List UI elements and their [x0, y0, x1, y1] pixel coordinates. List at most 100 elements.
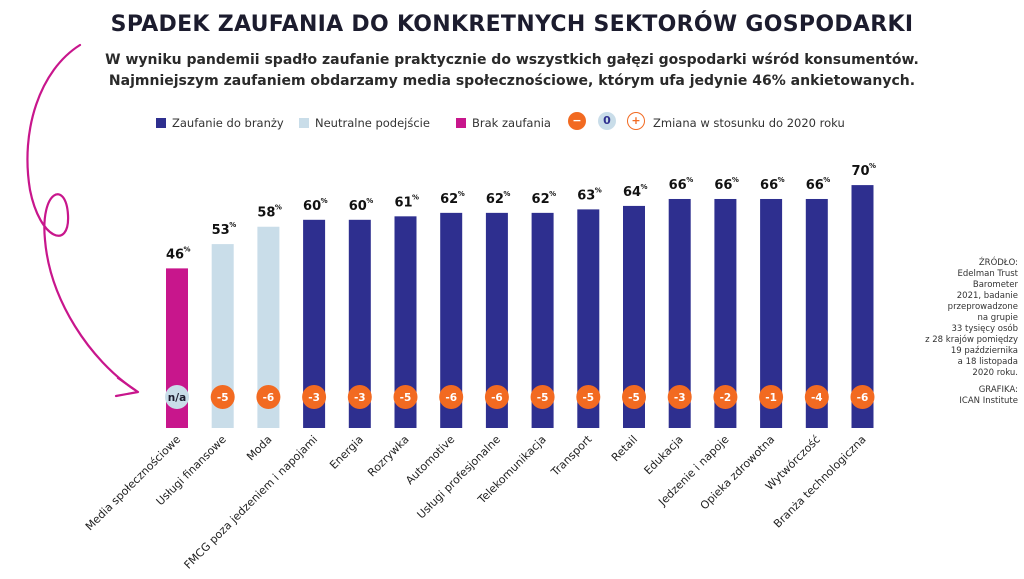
- value-label: 53: [212, 223, 230, 238]
- change-badge: [393, 385, 418, 409]
- bar-16: [851, 185, 874, 428]
- bar-3: [257, 226, 280, 428]
- value-unit-label: %: [778, 176, 785, 184]
- bar-15: [805, 198, 828, 428]
- bar-10: [577, 209, 600, 428]
- change-label: -5: [400, 392, 412, 404]
- source-line: Barometer: [972, 280, 1018, 290]
- source-line: 2020 roku.: [972, 368, 1018, 378]
- change-badge: [165, 385, 189, 409]
- change-label: -3: [674, 392, 686, 404]
- change-label: -6: [263, 392, 275, 404]
- bar-14: [760, 198, 783, 428]
- change-label: -1: [765, 392, 777, 404]
- category-label: Edukacja: [642, 433, 686, 477]
- page-title: SPADEK ZAUFANIA DO KONKRETNYCH SEKTORÓW …: [110, 12, 914, 37]
- change-label: -4: [811, 392, 823, 404]
- change-label: -3: [308, 392, 320, 404]
- source-line: przeprowadzone: [947, 302, 1018, 312]
- value-label: 58: [257, 206, 275, 221]
- value-label: 60: [349, 199, 367, 214]
- legend-label-neutral: Neutralne podejście: [315, 116, 430, 130]
- source-line: z 28 krajów pomiędzy: [925, 335, 1018, 345]
- bar-5: [348, 219, 371, 428]
- change-badge: [484, 385, 509, 409]
- page-subtitle: W wyniku pandemii spadło zaufanie prakty…: [0, 50, 1024, 92]
- category-label: Retail: [609, 433, 640, 464]
- legend-label-change: Zmiana w stosunku do 2020 roku: [653, 116, 845, 130]
- category-label: Energia: [327, 433, 366, 472]
- change-badge: [850, 385, 875, 409]
- bar-13: [714, 198, 737, 428]
- source-line: 33 tysięcy osób: [951, 324, 1018, 334]
- change-label: -6: [445, 392, 457, 404]
- category-label: Branża technologiczna: [771, 433, 869, 531]
- change-label: n/a: [168, 392, 186, 404]
- change-badge: [530, 385, 555, 409]
- change-badge: [804, 385, 829, 409]
- value-label: 66: [760, 178, 778, 193]
- bar-7: [440, 212, 463, 428]
- change-label: -6: [491, 392, 503, 404]
- source-line: 2021, badanie: [956, 291, 1018, 301]
- bar-6: [394, 216, 417, 428]
- legend-swatch-distrust: [456, 118, 466, 128]
- legend-swatch-neutral: [299, 118, 309, 128]
- change-badge: [667, 385, 692, 409]
- source-note: ŹRÓDŁO: Edelman Trust Barometer 2021, badan…: [898, 258, 1018, 407]
- bar-9: [531, 212, 554, 428]
- subtitle-line-1: W wyniku pandemii spadło zaufanie prakty…: [105, 52, 919, 68]
- change-label: -6: [857, 392, 869, 404]
- subtitle-line-2: Najmniejszym zaufaniem obdarzamy media s…: [108, 73, 916, 89]
- value-label: 70: [851, 164, 869, 179]
- source-line: ŹRÓDŁO:: [978, 258, 1018, 268]
- change-label: -3: [354, 392, 366, 404]
- legend-label-trust: Zaufanie do branży: [172, 116, 284, 130]
- category-label: Moda: [244, 433, 274, 463]
- source-line: na grupie: [977, 313, 1018, 323]
- value-unit-label: %: [458, 190, 465, 198]
- value-label: 63: [577, 188, 595, 203]
- source-text: ŹRÓDŁO: Edelman Trust Barometer 2021, badan…: [898, 258, 1018, 379]
- value-unit-label: %: [686, 176, 693, 184]
- change-badge: [302, 385, 327, 409]
- value-unit-label: %: [229, 221, 236, 229]
- change-badge: [576, 385, 601, 409]
- legend-item-neutral: Neutralne podejście: [299, 116, 430, 130]
- value-label: 66: [669, 178, 687, 193]
- category-label: Transport: [548, 432, 595, 479]
- change-badge: [622, 385, 646, 409]
- graphic-line: GRAFIKA:: [978, 385, 1018, 395]
- legend-zero-icon: 0: [598, 112, 616, 130]
- value-label: 61: [394, 195, 412, 210]
- graphic-line: ICAN Institute: [959, 396, 1018, 406]
- bar-4: [303, 219, 326, 428]
- change-label: -5: [582, 392, 594, 404]
- value-label: 66: [806, 178, 824, 193]
- bar-12: [668, 198, 691, 428]
- bar-2: [211, 244, 234, 428]
- change-label: -5: [537, 392, 549, 404]
- decorative-arrow-icon: [26, 43, 137, 392]
- value-unit-label: %: [595, 186, 602, 194]
- legend-minus-icon: −: [568, 112, 586, 130]
- source-line: 19 października: [950, 346, 1018, 356]
- decorative-arrowhead-icon: [114, 376, 140, 398]
- value-unit-label: %: [732, 176, 739, 184]
- change-badge: [256, 385, 281, 409]
- value-unit-label: %: [275, 204, 282, 212]
- graphic-credit: GRAFIKA: ICAN Institute: [898, 385, 1018, 407]
- change-label: -5: [628, 392, 640, 404]
- value-unit-label: %: [412, 193, 419, 201]
- value-label: 66: [714, 178, 732, 193]
- value-unit-label: %: [503, 190, 510, 198]
- change-label: -2: [720, 392, 732, 404]
- legend-item-distrust: Brak zaufania: [456, 116, 551, 130]
- source-line: a 18 listopada: [957, 357, 1018, 367]
- value-label: 46: [166, 247, 184, 262]
- value-label: 62: [532, 192, 550, 207]
- value-unit-label: %: [869, 162, 876, 170]
- change-badge: [713, 385, 738, 409]
- change-badge: [347, 385, 372, 409]
- legend-item-trust: Zaufanie do branży: [156, 116, 284, 130]
